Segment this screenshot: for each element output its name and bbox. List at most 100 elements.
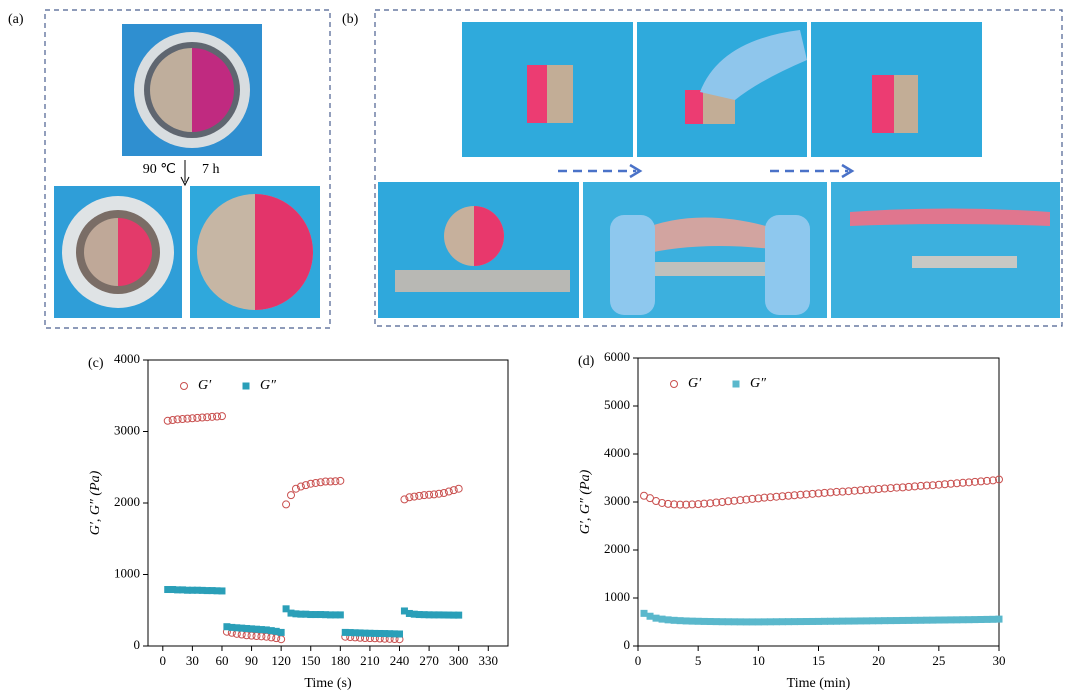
point <box>851 618 858 625</box>
y-tick-label: 4000 <box>114 351 140 366</box>
point <box>218 587 225 594</box>
panel-label: (b) <box>342 12 359 27</box>
point <box>396 630 403 637</box>
point <box>941 616 948 623</box>
x-tick-label: 330 <box>479 653 499 668</box>
point <box>779 618 786 625</box>
point <box>659 616 666 623</box>
y-tick-label: 1000 <box>114 565 140 580</box>
x-tick-label: 30 <box>186 653 199 668</box>
point <box>977 616 984 623</box>
point <box>653 615 660 622</box>
point <box>647 613 654 620</box>
x-tick-label: 25 <box>932 653 945 668</box>
y-tick-label: 5000 <box>604 397 630 412</box>
point <box>337 611 344 618</box>
photo <box>637 22 807 157</box>
point <box>677 617 684 624</box>
x-tick-label: 30 <box>993 653 1006 668</box>
point <box>905 617 912 624</box>
point <box>445 488 452 495</box>
x-axis-title: Time (min) <box>787 676 851 691</box>
point <box>450 487 457 494</box>
point <box>713 618 720 625</box>
photo <box>811 22 982 157</box>
point <box>971 616 978 623</box>
legend-label: G′ <box>688 376 702 391</box>
x-tick-label: 60 <box>215 653 228 668</box>
point <box>881 617 888 624</box>
point <box>827 618 834 625</box>
point <box>983 616 990 623</box>
point <box>731 618 738 625</box>
point <box>743 618 750 625</box>
point <box>791 618 798 625</box>
point <box>665 616 672 623</box>
point <box>893 617 900 624</box>
y-tick-label: 0 <box>134 637 141 652</box>
point <box>863 617 870 624</box>
y-tick-label: 6000 <box>604 349 630 364</box>
x-tick-label: 240 <box>390 653 410 668</box>
point <box>641 610 648 617</box>
point <box>288 492 295 499</box>
photo <box>462 22 633 157</box>
panel-label: (c) <box>88 356 104 371</box>
point <box>440 489 447 496</box>
x-tick-label: 15 <box>812 653 825 668</box>
y-tick-label: 3000 <box>114 422 140 437</box>
annotation: 90 ℃ <box>143 162 176 177</box>
point <box>302 482 309 489</box>
plot-frame <box>638 358 999 646</box>
series <box>641 610 1003 626</box>
point <box>749 618 756 625</box>
legend-marker <box>733 381 740 388</box>
x-tick-label: 210 <box>360 653 380 668</box>
point <box>839 618 846 625</box>
point <box>935 617 942 624</box>
point <box>857 617 864 624</box>
point <box>671 617 678 624</box>
point <box>773 618 780 625</box>
arrow <box>558 165 852 177</box>
legend-label: G″ <box>750 376 766 391</box>
point <box>737 618 744 625</box>
x-tick-label: 10 <box>752 653 765 668</box>
y-tick-label: 0 <box>624 637 631 652</box>
panel-label: (d) <box>578 354 595 369</box>
point <box>283 501 290 508</box>
y-tick-label: 2000 <box>604 541 630 556</box>
series <box>164 586 462 637</box>
series <box>641 476 1003 508</box>
point <box>797 618 804 625</box>
point <box>923 617 930 624</box>
point <box>899 617 906 624</box>
x-tick-label: 180 <box>331 653 351 668</box>
series <box>164 413 462 643</box>
y-axis-title: G′, G″ (Pa) <box>88 470 103 535</box>
point <box>455 612 462 619</box>
photo <box>122 24 262 156</box>
x-axis-title: Time (s) <box>304 676 352 691</box>
point <box>683 617 690 624</box>
point <box>965 616 972 623</box>
point <box>947 616 954 623</box>
point <box>953 616 960 623</box>
figure: (a) 90 ℃ 7 h (b) <box>0 0 1071 694</box>
y-tick-label: 4000 <box>604 445 630 460</box>
y-axis-title: G′, G″ (Pa) <box>578 469 593 534</box>
photo <box>583 182 827 318</box>
point <box>821 618 828 625</box>
point <box>695 618 702 625</box>
legend-label: G″ <box>260 378 276 393</box>
point <box>785 618 792 625</box>
point <box>455 485 462 492</box>
point <box>689 618 696 625</box>
annotation: 7 h <box>202 162 220 177</box>
panel-label: (a) <box>8 12 24 27</box>
plot-frame <box>148 360 508 646</box>
point <box>869 617 876 624</box>
point <box>845 618 852 625</box>
y-tick-label: 2000 <box>114 494 140 509</box>
point <box>701 618 708 625</box>
